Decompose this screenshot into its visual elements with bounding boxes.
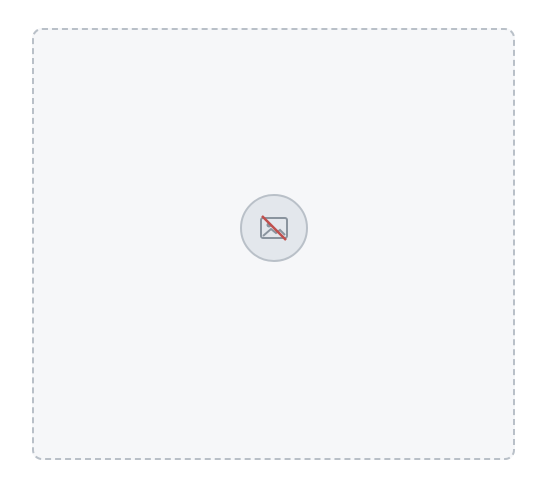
image-unavailable-icon <box>239 194 308 262</box>
placeholder-frame <box>32 28 515 460</box>
